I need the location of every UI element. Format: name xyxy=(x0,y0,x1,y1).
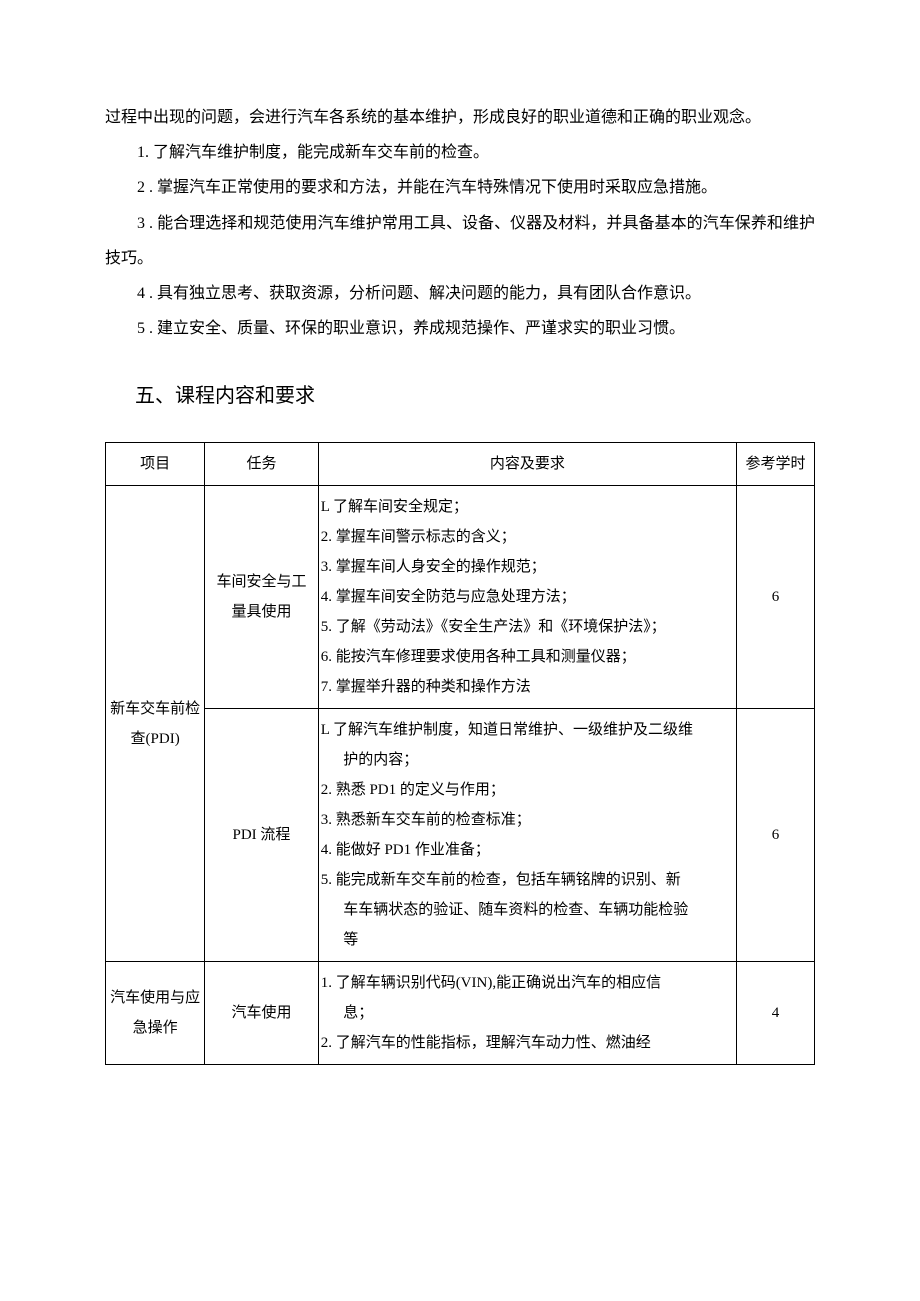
table-body: 新车交车前检查(PDI)车间安全与工量具使用L 了解车间安全规定；2. 掌握车间… xyxy=(106,486,815,1065)
cell-content: L 了解汽车维护制度，知道日常维护、一级维护及二级维护的内容；2. 熟悉 PD1… xyxy=(318,709,736,962)
cell-hours: 6 xyxy=(737,709,815,962)
cell-hours: 4 xyxy=(737,962,815,1065)
content-line: 息； xyxy=(321,998,734,1028)
section-heading: 五、课程内容和要求 xyxy=(105,374,815,418)
objective-1: 1. 了解汽车维护制度，能完成新车交车前的检查。 xyxy=(105,135,815,170)
content-line: 4. 能做好 PD1 作业准备； xyxy=(321,835,734,865)
objective-3-text: 3 . 能合理选择和规范使用汽车维护常用工具、设备、仪器及材料，并具备基本的汽车… xyxy=(105,215,815,267)
cell-task: PDI 流程 xyxy=(205,709,318,962)
objective-3: 3 . 能合理选择和规范使用汽车维护常用工具、设备、仪器及材料，并具备基本的汽车… xyxy=(105,206,815,276)
content-line: 车车辆状态的验证、随车资料的检查、车辆功能检验 xyxy=(321,895,734,925)
intro-paragraph: 过程中出现的问题，会进行汽车各系统的基本维护，形成良好的职业道德和正确的职业观念… xyxy=(105,100,815,135)
header-project: 项目 xyxy=(106,443,205,486)
content-line: 1. 了解车辆识别代码(VIN),能正确说出汽车的相应信 xyxy=(321,968,734,998)
cell-project: 汽车使用与应急操作 xyxy=(106,962,205,1065)
cell-task: 汽车使用 xyxy=(205,962,318,1065)
content-line: 2. 掌握车间警示标志的含义； xyxy=(321,522,734,552)
objective-5: 5 . 建立安全、质量、环保的职业意识，养成规范操作、严谨求实的职业习惯。 xyxy=(105,311,815,346)
curriculum-table: 项目 任务 内容及要求 参考学时 新车交车前检查(PDI)车间安全与工量具使用L… xyxy=(105,442,815,1065)
content-line: 4. 掌握车间安全防范与应急处理方法； xyxy=(321,582,734,612)
cell-hours: 6 xyxy=(737,486,815,709)
cell-content: 1. 了解车辆识别代码(VIN),能正确说出汽车的相应信息；2. 了解汽车的性能… xyxy=(318,962,736,1065)
content-line: 5. 能完成新车交车前的检查，包括车辆铭牌的识别、新 xyxy=(321,865,734,895)
objective-4: 4 . 具有独立思考、获取资源，分析问题、解决问题的能力，具有团队合作意识。 xyxy=(105,276,815,311)
header-content: 内容及要求 xyxy=(318,443,736,486)
content-line: 6. 能按汽车修理要求使用各种工具和测量仪器； xyxy=(321,642,734,672)
content-line: 护的内容； xyxy=(321,745,734,775)
header-task: 任务 xyxy=(205,443,318,486)
content-line: 7. 掌握举升器的种类和操作方法 xyxy=(321,672,734,702)
table-row: PDI 流程L 了解汽车维护制度，知道日常维护、一级维护及二级维护的内容；2. … xyxy=(106,709,815,962)
content-line: 3. 熟悉新车交车前的检查标准； xyxy=(321,805,734,835)
cell-task: 车间安全与工量具使用 xyxy=(205,486,318,709)
table-row: 新车交车前检查(PDI)车间安全与工量具使用L 了解车间安全规定；2. 掌握车间… xyxy=(106,486,815,709)
content-line: 2. 熟悉 PD1 的定义与作用； xyxy=(321,775,734,805)
content-line: L 了解车间安全规定； xyxy=(321,492,734,522)
cell-content: L 了解车间安全规定；2. 掌握车间警示标志的含义；3. 掌握车间人身安全的操作… xyxy=(318,486,736,709)
content-line: 等 xyxy=(321,925,734,955)
table-header-row: 项目 任务 内容及要求 参考学时 xyxy=(106,443,815,486)
header-hours: 参考学时 xyxy=(737,443,815,486)
table-row: 汽车使用与应急操作汽车使用1. 了解车辆识别代码(VIN),能正确说出汽车的相应… xyxy=(106,962,815,1065)
cell-project: 新车交车前检查(PDI) xyxy=(106,486,205,962)
content-line: 5. 了解《劳动法》《安全生产法》和《环境保护法》； xyxy=(321,612,734,642)
objective-2: 2 . 掌握汽车正常使用的要求和方法，并能在汽车特殊情况下使用时采取应急措施。 xyxy=(105,170,815,205)
content-line: 3. 掌握车间人身安全的操作规范； xyxy=(321,552,734,582)
content-line: L 了解汽车维护制度，知道日常维护、一级维护及二级维 xyxy=(321,715,734,745)
content-line: 2. 了解汽车的性能指标，理解汽车动力性、燃油经 xyxy=(321,1028,734,1058)
